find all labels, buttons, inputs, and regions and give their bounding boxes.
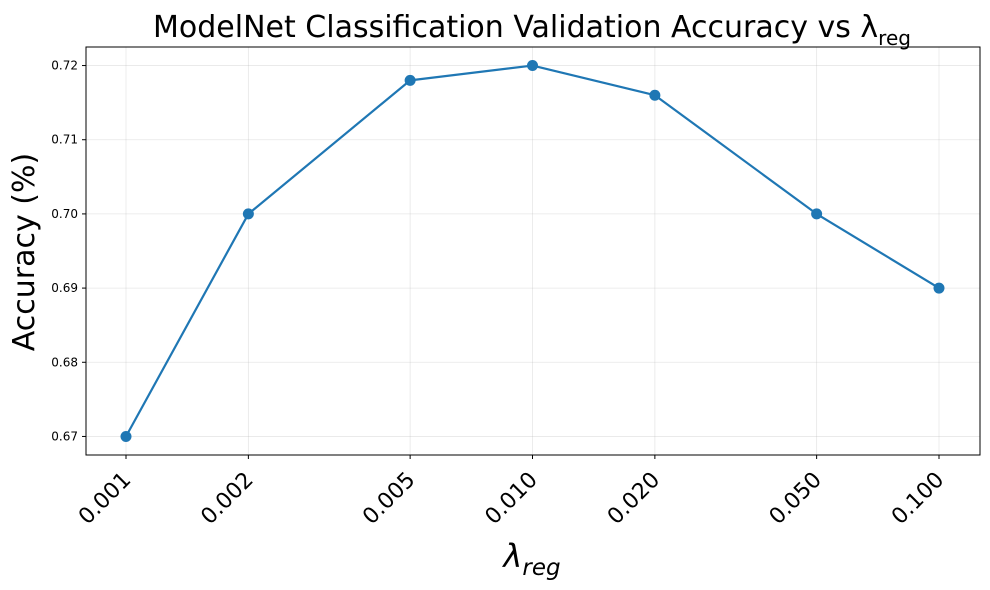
x-tick-label: 0.010	[481, 468, 543, 530]
y-axis-label: Accuracy (%)	[7, 153, 42, 351]
y-tick-label: 0.72	[51, 59, 78, 73]
axis-ticks: 0.67 0.68 0.69 0.70 0.71 0.72 0.001 0.002 0.005 0…	[51, 59, 949, 530]
x-axis-label-subscript: reg	[522, 555, 560, 581]
x-tick-label: 0.001	[74, 468, 136, 530]
plot-frame	[85, 46, 981, 456]
y-tick-label: 0.71	[51, 133, 78, 147]
x-axis-label-main: λ	[501, 537, 522, 575]
chart-title-main: ModelNet Classification Validation Accur…	[153, 10, 878, 45]
chart-title-subscript: reg	[878, 26, 911, 50]
x-tick-label: 0.002	[196, 468, 258, 530]
data-point	[527, 60, 538, 72]
y-tick-label: 0.67	[51, 429, 78, 443]
data-point	[811, 208, 823, 220]
grid	[86, 47, 980, 455]
data-point	[120, 430, 132, 442]
y-tick-label: 0.70	[51, 207, 78, 221]
y-tick-label: 0.68	[51, 355, 78, 369]
x-tick-label: 0.005	[358, 468, 420, 530]
x-axis-label: λreg	[501, 537, 560, 581]
data-point	[933, 282, 945, 294]
y-tick-label: 0.69	[51, 281, 78, 295]
chart-title: ModelNet Classification Validation Accur…	[153, 10, 911, 50]
x-tick-label: 0.020	[603, 468, 665, 530]
x-tick-label: 0.050	[765, 468, 827, 530]
series	[120, 60, 945, 442]
x-tick-label: 0.100	[887, 468, 949, 530]
data-point	[404, 74, 416, 86]
data-point	[242, 208, 254, 220]
data-point	[649, 89, 661, 101]
